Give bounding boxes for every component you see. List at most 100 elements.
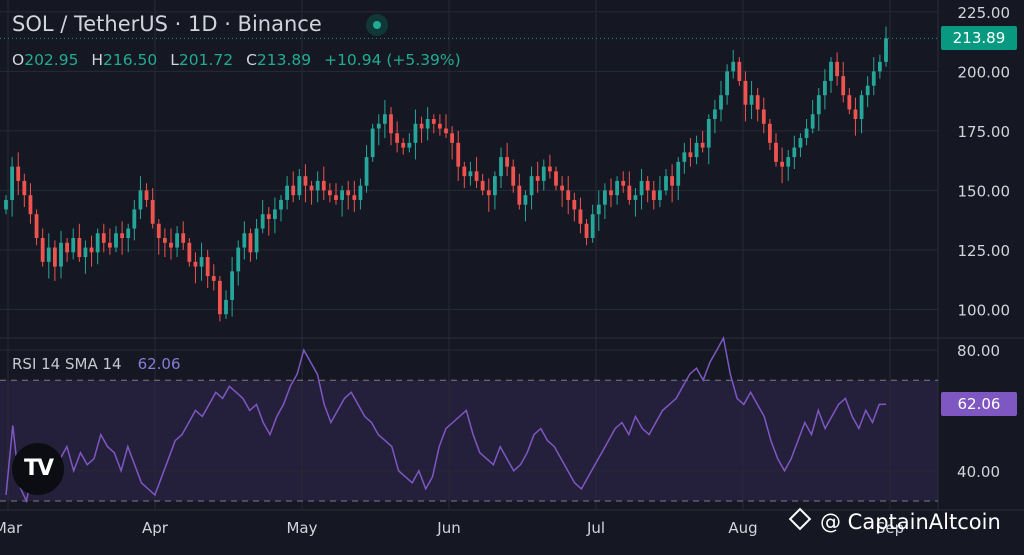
candle-body xyxy=(248,233,253,253)
candle-body xyxy=(181,233,186,243)
rsi-axis-label: 80.00 xyxy=(957,342,1000,360)
candle-body xyxy=(89,247,94,253)
ohlc-open-value: 202.95 xyxy=(24,51,79,69)
candle-body xyxy=(52,247,57,267)
candle-body xyxy=(272,209,277,219)
candle-body xyxy=(59,242,63,267)
candle-body xyxy=(71,238,76,253)
candle-body xyxy=(260,214,265,229)
candle-body xyxy=(694,142,699,158)
ohlc-readout: O202.95 H216.50 L201.72 C213.89 +10.94 (… xyxy=(12,51,469,69)
rsi-last-tag: 62.06 xyxy=(941,392,1017,417)
candle-body xyxy=(492,176,497,196)
candle-body xyxy=(132,209,137,229)
candle-body xyxy=(175,233,180,248)
candle-body xyxy=(792,147,797,158)
time-axis-label: Sep xyxy=(876,519,904,537)
candle-body xyxy=(156,223,161,239)
price-axis-label: 100.00 xyxy=(958,301,1011,319)
tradingview-logo-icon[interactable]: TV xyxy=(12,443,64,495)
candle-body xyxy=(651,190,656,200)
candle-body xyxy=(676,161,681,186)
candle-body xyxy=(810,114,815,129)
candle-body xyxy=(352,195,357,200)
rsi-legend[interactable]: RSI 14 SMA 14 62.06 xyxy=(12,355,181,373)
candle-body xyxy=(431,119,436,124)
candle-body xyxy=(511,166,516,186)
candle-body xyxy=(187,242,192,262)
candle-body xyxy=(547,166,552,172)
candle-body xyxy=(370,128,375,158)
candle-body xyxy=(413,123,418,143)
candle-body xyxy=(590,214,595,239)
price-axis-label: 125.00 xyxy=(958,242,1011,260)
candle-body xyxy=(486,190,491,196)
candle-body xyxy=(150,199,155,224)
candle-body xyxy=(688,152,693,158)
candle-body xyxy=(682,152,687,162)
candle-body xyxy=(798,138,803,148)
candle-body xyxy=(315,180,320,191)
time-axis-label: May xyxy=(286,519,317,537)
candle-body xyxy=(749,95,754,105)
candle-body xyxy=(425,119,430,129)
candle-body xyxy=(199,257,204,267)
time-axis-label: Mar xyxy=(0,519,23,537)
candle-body xyxy=(34,214,39,239)
candle-body xyxy=(480,180,485,191)
candle-body xyxy=(755,95,760,110)
candle-body xyxy=(761,109,766,124)
candle-body xyxy=(40,238,45,262)
candle-body xyxy=(107,242,112,248)
candle-body xyxy=(65,242,70,253)
candle-body xyxy=(382,114,387,124)
candle-body xyxy=(101,233,106,243)
candle-body xyxy=(657,190,662,200)
candle-body xyxy=(162,238,167,243)
ohlc-low-key: L xyxy=(170,51,179,69)
candle-body xyxy=(774,142,778,162)
candle-body xyxy=(822,80,827,96)
candle-body xyxy=(126,228,131,239)
candle-body xyxy=(865,85,870,96)
candle-body xyxy=(242,233,247,248)
candle-body xyxy=(645,180,650,191)
candle-body xyxy=(505,157,510,167)
candle-body xyxy=(10,166,15,200)
price-axis-label: 225.00 xyxy=(958,4,1011,22)
candle-body xyxy=(853,109,858,120)
candle-body xyxy=(664,176,668,191)
candle-body xyxy=(419,123,424,129)
candle-body xyxy=(541,166,546,181)
candle-body xyxy=(535,176,540,181)
rsi-label: RSI 14 SMA 14 xyxy=(12,355,122,373)
ohlc-change: +10.94 (+5.39%) xyxy=(324,51,461,69)
candle-body xyxy=(596,204,601,215)
candle-body xyxy=(706,119,711,148)
candle-body xyxy=(395,133,400,143)
candle-body xyxy=(841,76,846,96)
ohlc-open-key: O xyxy=(12,51,25,69)
candle-body xyxy=(639,180,644,196)
candle-body xyxy=(217,280,222,315)
candle-body xyxy=(254,228,259,253)
symbol-title[interactable]: SOL / TetherUS · 1D · Binance xyxy=(12,12,322,36)
candle-body xyxy=(120,233,125,239)
candle-body xyxy=(376,123,381,129)
candle-body xyxy=(22,180,27,196)
candle-body xyxy=(340,190,345,200)
price-axis-label: 200.00 xyxy=(958,63,1011,81)
time-axis-label: Aug xyxy=(728,519,757,537)
time-axis-label: Jun xyxy=(436,519,460,537)
candle-body xyxy=(621,180,626,186)
candle-body xyxy=(205,257,210,277)
candle-body xyxy=(401,142,406,148)
ohlc-low-value: 201.72 xyxy=(178,51,234,69)
market-status-icon xyxy=(366,14,388,36)
candle-body xyxy=(627,185,632,200)
candle-body xyxy=(334,195,338,200)
diamond-icon xyxy=(788,507,812,531)
candle-body xyxy=(327,190,332,196)
candle-body xyxy=(83,247,88,258)
